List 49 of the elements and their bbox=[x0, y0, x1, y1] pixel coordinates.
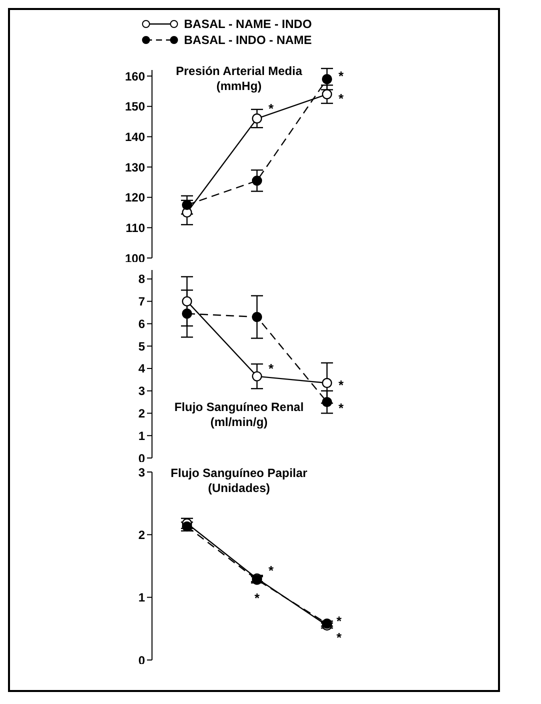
y-tick-label: 4 bbox=[138, 362, 146, 376]
y-tick-label: 2 bbox=[138, 528, 146, 542]
point bbox=[182, 296, 192, 306]
y-tick-label: 130 bbox=[124, 160, 146, 174]
y-tick-label: 1 bbox=[138, 428, 146, 443]
y-tick-label: 3 bbox=[138, 384, 146, 398]
point bbox=[182, 200, 192, 210]
annotation: * bbox=[268, 360, 274, 376]
y-tick-label: 2 bbox=[138, 406, 146, 420]
point bbox=[252, 312, 262, 322]
annotation: * bbox=[338, 90, 344, 106]
point bbox=[322, 74, 332, 84]
y-tick-label: 7 bbox=[138, 294, 146, 309]
point bbox=[322, 378, 332, 388]
chart-title: Presión Arterial Media bbox=[174, 64, 304, 79]
annotation: * bbox=[254, 590, 260, 606]
chart-title: Flujo Sanguíneo Papilar bbox=[170, 466, 308, 481]
legend-label: BASAL - INDO - NAME bbox=[184, 33, 312, 47]
text: (mmHg) bbox=[215, 79, 263, 94]
point bbox=[252, 113, 262, 124]
y-tick-label: 5 bbox=[138, 339, 146, 354]
point bbox=[322, 396, 332, 408]
annotation: * bbox=[338, 400, 344, 416]
y-tick-label: 160 bbox=[124, 69, 146, 84]
y-tick-label: 0 bbox=[138, 653, 146, 668]
legend-label: BASAL - NAME - INDO bbox=[184, 17, 312, 31]
y-tick-label: 6 bbox=[138, 316, 146, 331]
y-tick-label: 100 bbox=[124, 251, 146, 266]
y-tick-label: 120 bbox=[124, 190, 146, 205]
point bbox=[252, 176, 262, 186]
annotation: * bbox=[338, 378, 344, 393]
y-tick-label: 0 bbox=[138, 451, 146, 466]
annotation: * bbox=[268, 563, 274, 578]
y-tick-label: 150 bbox=[124, 100, 146, 114]
point bbox=[182, 308, 192, 319]
text: (Unidades) bbox=[206, 481, 271, 496]
annotation: * bbox=[338, 68, 344, 84]
y-tick-label: 8 bbox=[138, 272, 146, 286]
y-tick-label: 140 bbox=[124, 130, 146, 144]
y-tick-label: 1 bbox=[138, 590, 146, 605]
text: (ml/min/g) bbox=[209, 415, 269, 430]
annotation: * bbox=[268, 101, 274, 116]
y-tick-label: 3 bbox=[138, 465, 146, 480]
point bbox=[252, 371, 262, 382]
text: Flujo Sanguíneo Renal bbox=[173, 400, 305, 415]
point bbox=[322, 89, 332, 100]
y-tick-label: 110 bbox=[126, 220, 146, 235]
annotation: * bbox=[336, 613, 342, 628]
annotation: * bbox=[336, 630, 342, 646]
